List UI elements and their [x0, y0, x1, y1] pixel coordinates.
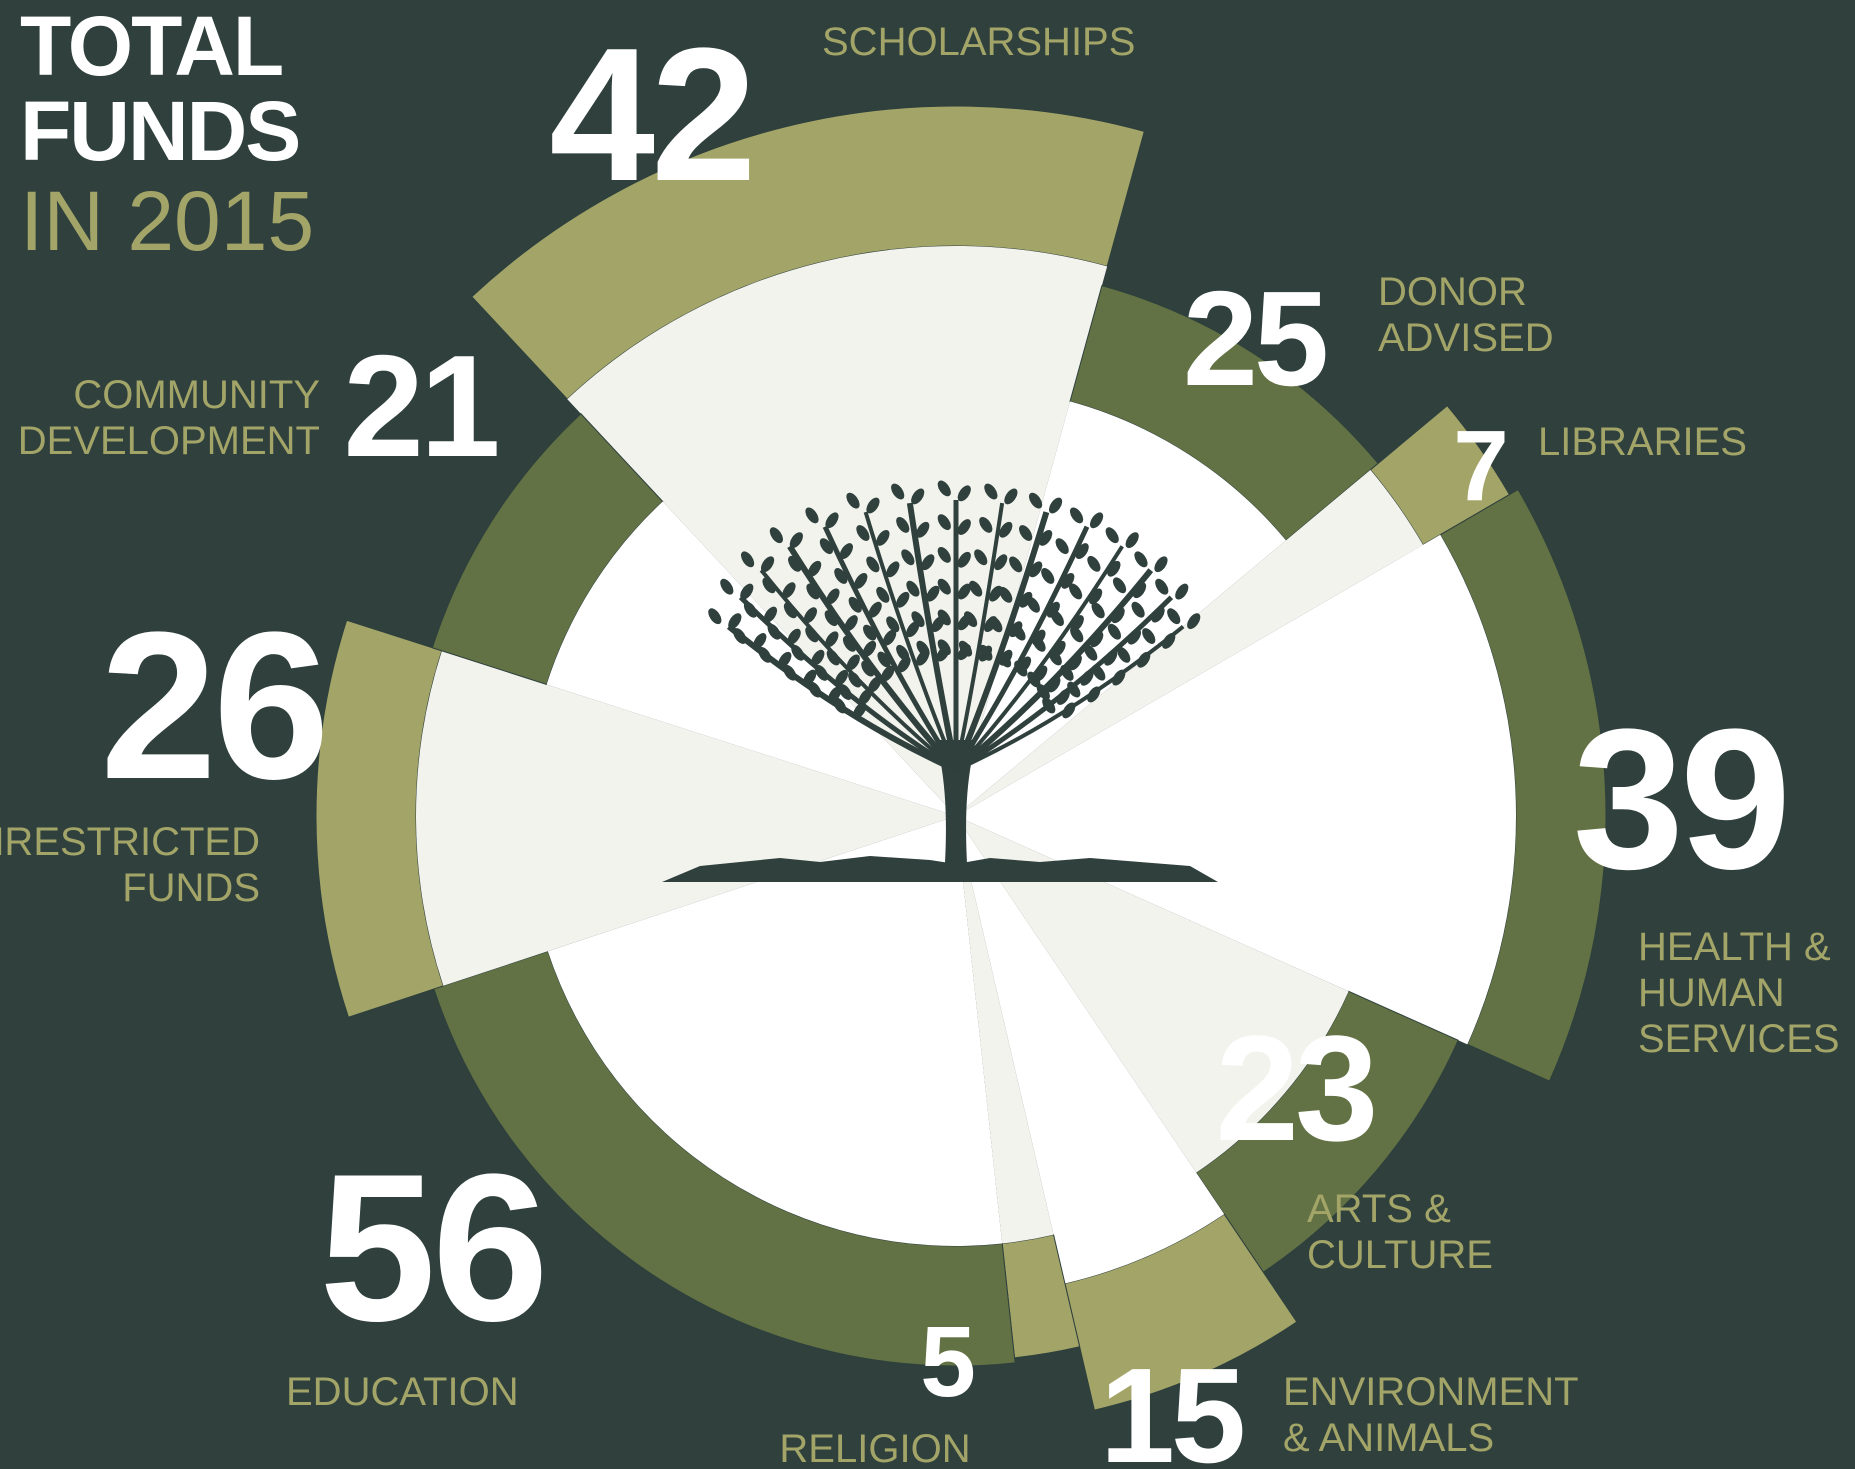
- category-label: UNRESTRICTED: [0, 820, 260, 864]
- category-label: RELIGION: [779, 1427, 970, 1469]
- category-label: ARTS &: [1307, 1187, 1451, 1231]
- value-label: 23: [1216, 1004, 1375, 1172]
- category-label: ENVIRONMENT: [1283, 1370, 1579, 1414]
- category-label: & ANIMALS: [1283, 1416, 1494, 1460]
- category-label: DONOR: [1378, 270, 1527, 314]
- category-label: HEALTH &: [1638, 925, 1831, 969]
- value-label: 15: [1100, 1340, 1243, 1469]
- category-label: ADVISED: [1378, 316, 1554, 360]
- value-label: 39: [1573, 688, 1787, 911]
- value-label: 25: [1183, 263, 1326, 414]
- subtitle: IN 2015: [20, 174, 314, 268]
- category-label: SCHOLARSHIPS: [822, 20, 1135, 64]
- value-label: 7: [1453, 410, 1505, 522]
- chart: TOTALFUNDS IN 2015 42 SCHOLARSHIPS 25 DONOR…: [0, 0, 1855, 1469]
- category-label: EDUCATION: [286, 1370, 519, 1414]
- category-label: DEVELOPMENT: [18, 419, 320, 463]
- page: {"chart_data": {"type": "radial-bar", "t…: [0, 0, 1855, 1469]
- category-label: CULTURE: [1307, 1233, 1493, 1277]
- value-label: 5: [920, 1306, 973, 1418]
- category-label: HUMAN: [1638, 971, 1785, 1015]
- category-label: LIBRARIES: [1538, 420, 1747, 464]
- category-label: FUNDS: [122, 866, 260, 910]
- category-label: COMMUNITY: [73, 373, 320, 417]
- value-label: 56: [319, 1130, 545, 1365]
- value-label: 42: [549, 9, 752, 221]
- value-label: 26: [100, 588, 326, 823]
- category-label: SERVICES: [1638, 1017, 1840, 1061]
- value-label: 21: [343, 325, 497, 487]
